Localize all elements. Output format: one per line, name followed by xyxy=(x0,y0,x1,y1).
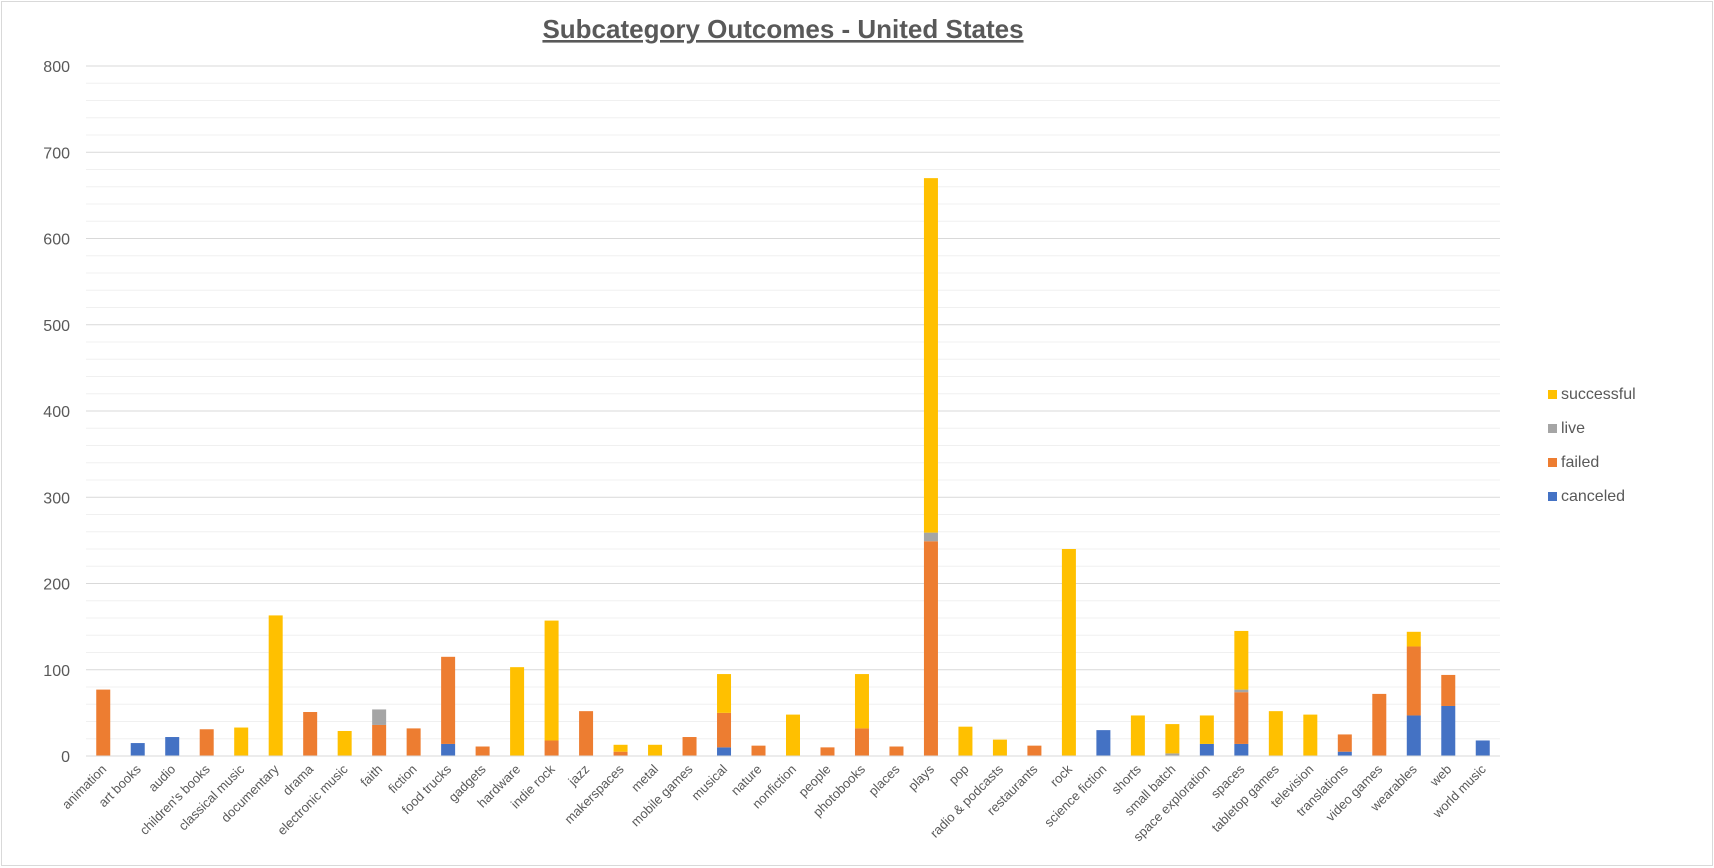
legend-swatch-live xyxy=(1548,424,1557,433)
bar-failed xyxy=(1234,692,1249,744)
bar-failed xyxy=(199,729,214,756)
bar-successful xyxy=(1268,711,1283,756)
bar-live xyxy=(1165,753,1180,756)
bars xyxy=(96,178,1490,756)
bar-canceled xyxy=(441,743,456,756)
bar-successful xyxy=(648,744,663,756)
bar-successful xyxy=(958,726,973,756)
y-tick-label: 0 xyxy=(61,749,70,766)
bar-canceled xyxy=(1096,730,1111,756)
bar-successful xyxy=(1303,714,1318,756)
bar-canceled xyxy=(1475,740,1490,756)
legend-swatch-failed xyxy=(1548,458,1557,467)
bar-canceled xyxy=(1199,743,1214,756)
bar-successful xyxy=(992,739,1007,756)
bar-canceled xyxy=(717,747,732,756)
bar-canceled xyxy=(130,743,145,756)
y-tick-label: 100 xyxy=(43,663,70,680)
bar-live xyxy=(372,709,387,725)
bar-canceled xyxy=(1406,715,1421,756)
bar-failed xyxy=(544,740,559,756)
bar-failed xyxy=(475,746,490,756)
bar-successful xyxy=(544,620,559,741)
bar-successful xyxy=(1165,724,1180,754)
bar-live xyxy=(1234,689,1249,693)
bar-successful xyxy=(268,615,283,756)
gridlines xyxy=(86,65,1500,740)
chart-title: Subcategory Outcomes - United States xyxy=(542,14,1023,44)
bar-canceled xyxy=(1234,743,1249,756)
legend-swatch-successful xyxy=(1548,390,1557,399)
legend-swatch-canceled xyxy=(1548,492,1557,501)
bar-successful xyxy=(1199,715,1214,744)
bar-failed xyxy=(303,712,318,756)
bar-successful xyxy=(1234,630,1249,690)
bar-failed xyxy=(1337,734,1352,752)
legend: successful live failed canceled xyxy=(1548,386,1636,505)
bar-successful xyxy=(1061,549,1076,756)
bar-failed xyxy=(820,747,835,756)
y-tick-label: 400 xyxy=(43,404,70,421)
bar-successful xyxy=(510,667,525,756)
bar-failed xyxy=(406,728,421,756)
bar-successful xyxy=(717,674,732,713)
y-tick-label: 700 xyxy=(43,145,70,162)
legend-label-live: live xyxy=(1561,420,1585,437)
bar-successful xyxy=(1130,715,1145,756)
bar-failed xyxy=(96,689,111,756)
y-axis: 0 100 200 300 400 500 600 700 800 xyxy=(43,59,70,766)
bar-failed xyxy=(1406,646,1421,716)
bar-failed xyxy=(1027,745,1042,756)
bar-failed xyxy=(717,712,732,748)
bar-failed xyxy=(923,541,938,756)
bar-successful xyxy=(234,727,249,756)
bar-failed xyxy=(682,737,697,756)
legend-label-failed: failed xyxy=(1561,454,1599,471)
bar-failed xyxy=(1441,674,1456,706)
bar-successful xyxy=(613,744,628,752)
bar-failed xyxy=(854,728,869,756)
bar-failed xyxy=(613,751,628,756)
bar-successful xyxy=(923,178,938,533)
legend-label-successful: successful xyxy=(1561,386,1636,403)
y-tick-label: 600 xyxy=(43,232,70,249)
bar-failed xyxy=(372,724,387,756)
bar-canceled xyxy=(165,737,180,756)
bar-successful xyxy=(337,730,352,756)
y-tick-label: 800 xyxy=(43,59,70,76)
bar-failed xyxy=(579,711,594,756)
bar-failed xyxy=(1372,693,1387,756)
y-tick-label: 300 xyxy=(43,490,70,507)
y-tick-label: 200 xyxy=(43,577,70,594)
legend-label-canceled: canceled xyxy=(1561,488,1625,505)
bar-failed xyxy=(441,656,456,744)
bar-live xyxy=(923,532,938,542)
bar-successful xyxy=(1406,631,1421,647)
bar-failed xyxy=(751,745,766,756)
bar-successful xyxy=(786,714,800,756)
y-tick-label: 500 xyxy=(43,318,70,335)
bar-successful xyxy=(854,674,869,729)
bar-canceled xyxy=(1337,751,1352,756)
bar-canceled xyxy=(1441,705,1456,756)
bar-failed xyxy=(889,746,904,756)
